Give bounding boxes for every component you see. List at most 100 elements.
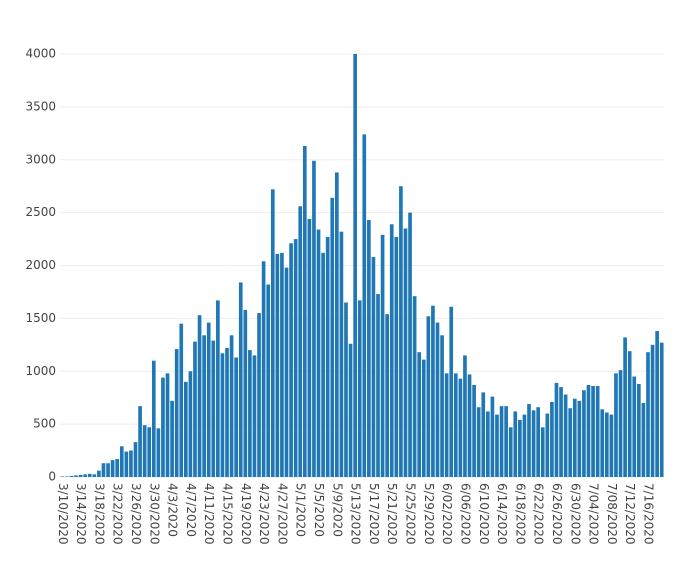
bar <box>257 313 261 477</box>
bar <box>293 239 298 477</box>
bar <box>170 400 174 477</box>
bar <box>522 414 527 477</box>
bar <box>248 350 252 477</box>
x-tick-label: 6/14/2020 <box>495 483 509 545</box>
bar <box>193 341 197 477</box>
bar <box>563 394 568 477</box>
bar <box>595 386 600 477</box>
bar <box>376 294 380 477</box>
y-tick-label: 2000 <box>25 258 56 272</box>
bar <box>371 257 376 477</box>
bar <box>637 383 641 477</box>
x-tick-label: 6/06/2020 <box>458 483 472 545</box>
x-tick-label: 3/22/2020 <box>111 483 125 545</box>
y-tick-label: 4000 <box>25 47 56 61</box>
bar <box>161 377 165 477</box>
bar <box>184 381 188 477</box>
x-tick-label: 6/02/2020 <box>440 483 454 545</box>
bar <box>289 243 293 477</box>
bar <box>115 459 120 477</box>
x-tick-label: 7/12/2020 <box>623 483 637 545</box>
bar <box>513 411 518 477</box>
bar <box>545 413 550 477</box>
bar <box>74 475 78 477</box>
bar <box>604 412 609 477</box>
bar <box>486 411 490 477</box>
bar <box>531 410 536 477</box>
bar <box>646 352 650 477</box>
bar <box>609 414 614 477</box>
bar <box>83 474 87 477</box>
bar <box>138 406 142 477</box>
bar <box>495 414 499 477</box>
bar <box>280 252 284 477</box>
x-tick-label: 4/11/2020 <box>202 483 216 545</box>
bar <box>435 322 440 477</box>
x-tick-label: 3/26/2020 <box>129 483 143 545</box>
bar <box>69 475 74 477</box>
bar <box>147 427 152 477</box>
bar <box>481 392 486 477</box>
y-tick-label: 1500 <box>25 311 56 325</box>
bar <box>591 386 595 477</box>
bar <box>453 373 458 477</box>
x-tick-label: 7/08/2020 <box>605 483 619 545</box>
bar <box>229 335 234 477</box>
x-tick-label: 7/16/2020 <box>641 483 655 545</box>
bar <box>444 373 449 477</box>
x-tick-label: 5/29/2020 <box>422 483 436 545</box>
bar <box>129 450 133 477</box>
bar <box>389 224 394 477</box>
bar <box>362 134 367 477</box>
x-tick-label: 5/9/2020 <box>330 483 344 537</box>
bar <box>344 302 348 477</box>
bar <box>252 355 257 477</box>
bar <box>412 296 417 477</box>
y-tick-label: 3000 <box>25 152 56 166</box>
bar <box>225 347 229 477</box>
bar <box>614 373 618 477</box>
bar <box>124 451 129 477</box>
bar <box>302 146 307 477</box>
x-tick-label: 5/17/2020 <box>367 483 381 545</box>
bar <box>582 390 586 477</box>
bar <box>467 374 472 477</box>
bar <box>270 189 275 478</box>
bar <box>87 473 92 477</box>
bar <box>197 315 202 477</box>
bar <box>110 460 115 477</box>
x-tick-label: 3/14/2020 <box>74 483 88 545</box>
bar <box>568 408 573 477</box>
bar <box>307 218 312 477</box>
bar <box>554 382 559 477</box>
bar <box>156 428 161 477</box>
bar <box>399 186 403 477</box>
bar <box>385 314 389 477</box>
bar <box>165 373 170 477</box>
bar <box>431 305 435 477</box>
bar <box>463 355 467 477</box>
bar <box>101 463 106 477</box>
bar <box>577 400 582 477</box>
bar <box>426 316 431 477</box>
x-tick-label: 7/04/2020 <box>587 483 601 545</box>
bar <box>174 349 179 477</box>
x-tick-label: 5/21/2020 <box>385 483 399 545</box>
bar <box>284 267 289 477</box>
bar <box>202 335 206 477</box>
bar <box>403 228 408 477</box>
bar <box>394 236 399 477</box>
bar <box>97 470 101 477</box>
bar <box>243 309 248 477</box>
bar <box>421 359 426 477</box>
x-tick-label: 5/1/2020 <box>294 483 308 537</box>
x-tick-label: 5/13/2020 <box>349 483 363 545</box>
bar <box>499 406 504 477</box>
x-tick-label: 6/10/2020 <box>477 483 491 545</box>
bar <box>335 172 339 477</box>
bar <box>133 442 138 477</box>
bar <box>536 407 540 477</box>
y-tick-label: 1000 <box>25 364 56 378</box>
bar <box>476 407 481 477</box>
